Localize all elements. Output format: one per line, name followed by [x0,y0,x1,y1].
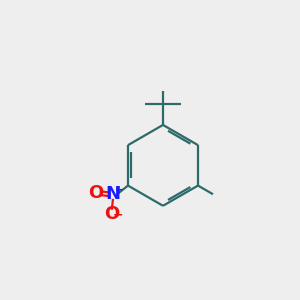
Text: O: O [88,184,103,202]
Text: +: + [115,185,123,195]
Text: −: − [113,208,123,221]
Text: N: N [106,185,121,203]
Text: O: O [104,205,119,223]
